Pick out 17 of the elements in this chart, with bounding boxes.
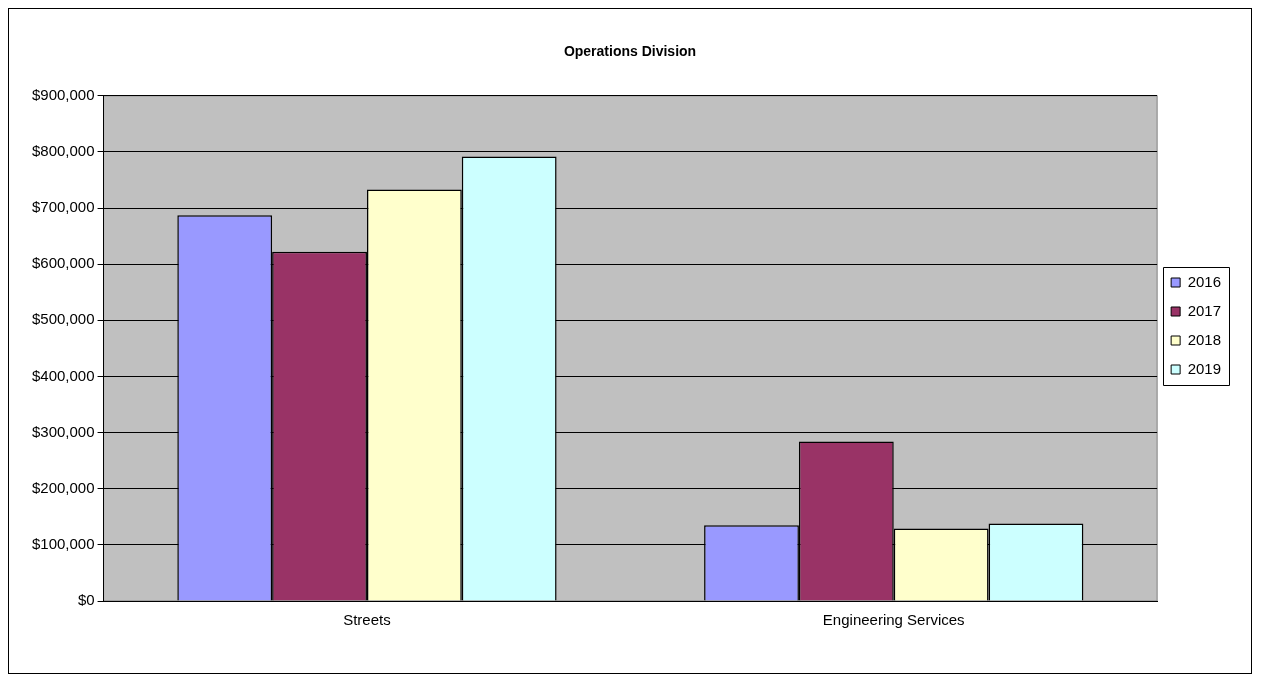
x-tick-label: Streets [343, 611, 391, 629]
y-tick-label: $0 [77, 591, 95, 609]
y-tick-label: $600,000 [31, 254, 95, 272]
y-tick-label: $400,000 [31, 366, 95, 384]
y-tick-label: $500,000 [31, 310, 95, 328]
legend-label: 2016 [1187, 272, 1222, 290]
x-tick-label: Engineering Services [822, 611, 965, 629]
y-tick-label: $900,000 [31, 85, 95, 103]
chart-title: Operations Division [563, 43, 697, 60]
y-tick-label: $100,000 [31, 535, 95, 553]
y-tick-label: $800,000 [31, 142, 95, 160]
legend-label: 2019 [1187, 359, 1222, 377]
y-tick-label: $200,000 [31, 478, 95, 496]
legend-label: 2018 [1187, 330, 1222, 348]
y-tick-label: $300,000 [31, 422, 95, 440]
legend-label: 2017 [1187, 301, 1222, 319]
y-tick-label: $700,000 [31, 198, 95, 216]
